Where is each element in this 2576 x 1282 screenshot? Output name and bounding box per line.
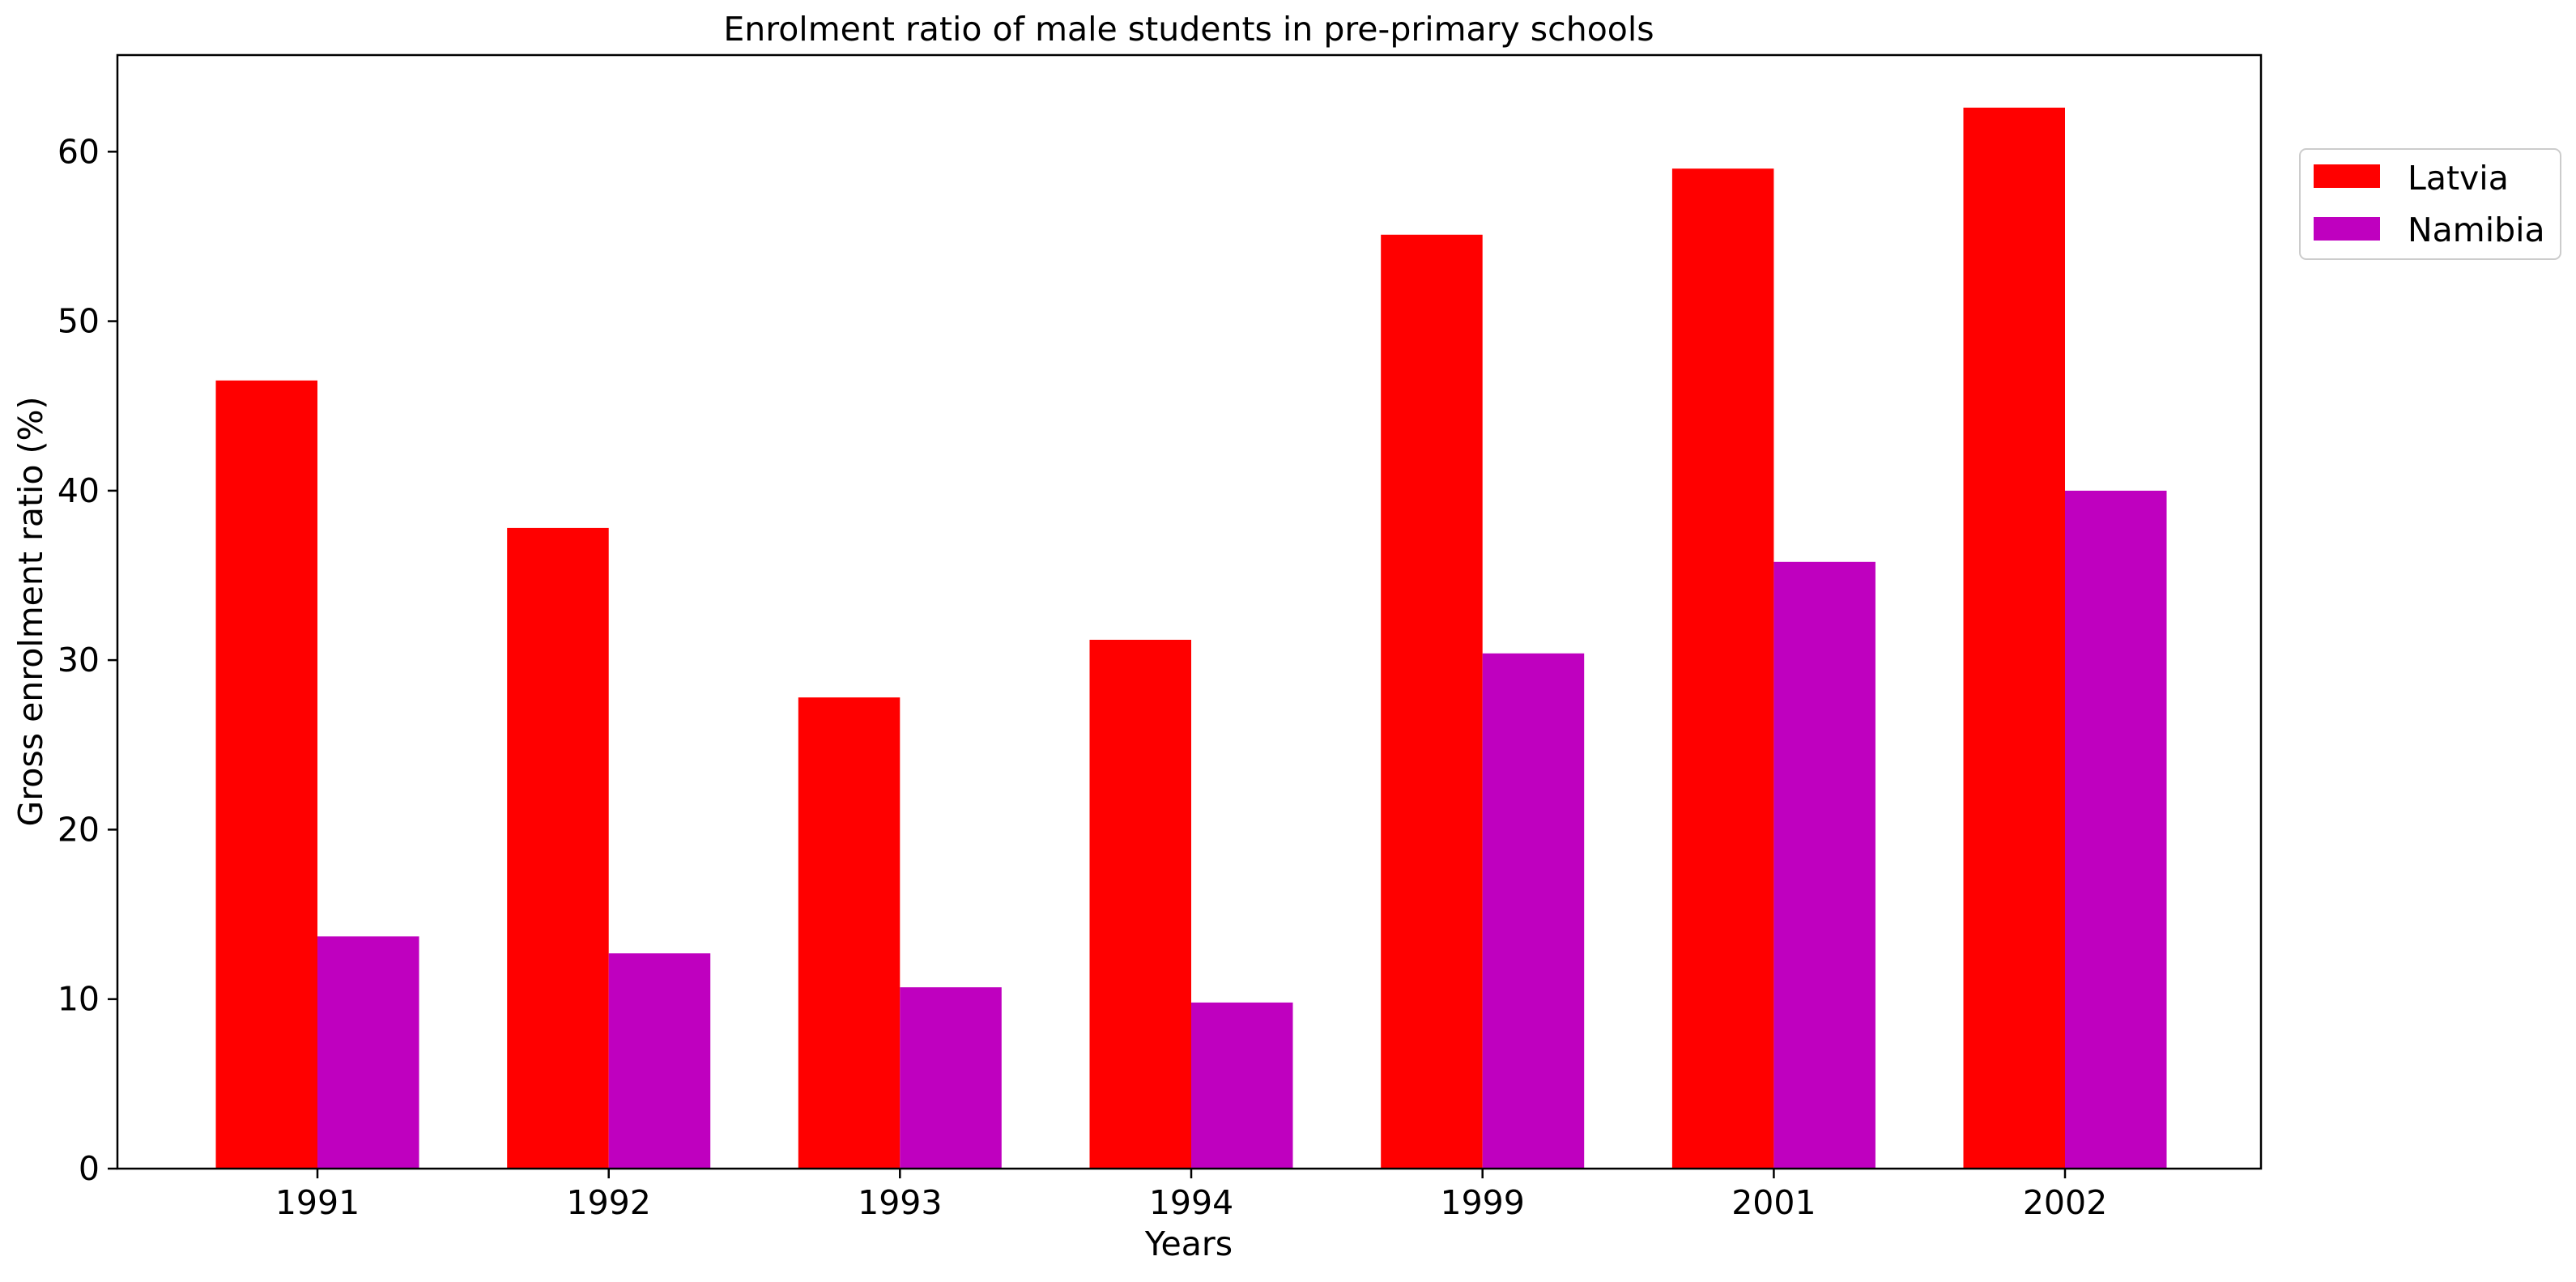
bar-namibia-2002 [2065,490,2167,1169]
legend: Latvia Namibia [2299,148,2561,260]
bar-namibia-1991 [317,936,419,1169]
bars-group [215,107,2167,1169]
legend-swatch-namibia [2314,217,2380,241]
x-tick-label-1994: 1994 [1149,1183,1233,1222]
y-tick-label: 20 [57,810,100,849]
y-tick-label: 60 [57,132,100,171]
legend-label-namibia: Namibia [2408,211,2545,249]
y-tick-label: 40 [57,471,100,510]
bar-namibia-1993 [900,987,1002,1169]
bar-latvia-1993 [798,697,901,1169]
bar-latvia-2001 [1671,168,1774,1169]
plot-frame [116,53,2263,1170]
legend-label-latvia: Latvia [2408,159,2509,198]
bar-latvia-2002 [1963,107,2065,1169]
bar-latvia-1991 [215,380,317,1169]
x-axis-ticks: 1991 1992 1993 1994 1999 2001 2002 [275,1169,2107,1222]
bar-latvia-1999 [1381,234,1483,1169]
y-tick-label: 10 [57,980,100,1019]
chart-title: Enrolment ratio of male students in pre-… [723,10,1654,49]
x-tick-label-2002: 2002 [2023,1183,2107,1222]
x-tick-label-2001: 2001 [1731,1183,1816,1222]
bar-namibia-1992 [608,953,711,1169]
bar-latvia-1992 [507,527,609,1169]
legend-swatch-latvia [2314,164,2380,188]
bar-namibia-1999 [1482,653,1585,1169]
y-tick-label: 50 [57,302,100,341]
bar-namibia-1994 [1191,1002,1293,1169]
y-axis-ticks: 0 10 20 30 40 50 60 [57,132,117,1188]
x-tick-label-1999: 1999 [1441,1183,1525,1222]
x-tick-label-1991: 1991 [275,1183,360,1222]
x-axis-label: Years [1144,1225,1233,1263]
y-axis-label: Gross enrolment ratio (%) [11,397,50,827]
y-tick-label: 30 [57,641,100,679]
x-tick-label-1993: 1993 [858,1183,942,1222]
x-tick-label-1992: 1992 [567,1183,651,1222]
y-tick-label: 0 [79,1149,100,1188]
bar-namibia-2001 [1773,561,1876,1169]
bar-latvia-1994 [1089,640,1191,1169]
